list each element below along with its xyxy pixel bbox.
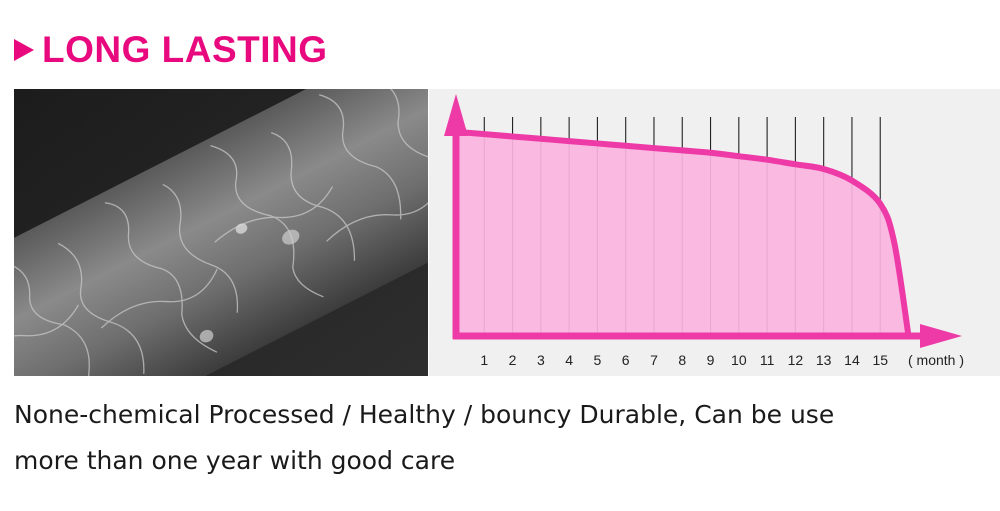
- x-tick-label: 1: [480, 352, 488, 368]
- x-tick-label: 3: [537, 352, 545, 368]
- description: None-chemical Processed / Healthy / boun…: [14, 392, 984, 484]
- description-line-2: more than one year with good care: [14, 446, 456, 475]
- x-axis-arrow: [920, 324, 962, 348]
- section-header: LONG LASTING: [14, 26, 328, 74]
- hair-strand-image: [14, 89, 428, 376]
- play-triangle-icon: [14, 39, 34, 61]
- hair-strand-photo: [14, 89, 428, 376]
- x-tick-label: 2: [509, 352, 517, 368]
- description-line-1: None-chemical Processed / Healthy / boun…: [14, 400, 835, 429]
- x-tick-label: 11: [760, 352, 775, 368]
- x-tick-label: 6: [622, 352, 630, 368]
- x-tick-label: 5: [594, 352, 602, 368]
- x-axis-label: ( month ): [908, 352, 964, 368]
- x-tick-label: 12: [788, 352, 804, 368]
- y-axis-arrow: [444, 94, 468, 136]
- x-tick-label: 15: [872, 352, 888, 368]
- x-tick-label: 14: [844, 352, 860, 368]
- x-tick-label: 9: [707, 352, 715, 368]
- x-tick-label: 13: [816, 352, 832, 368]
- durability-chart: 1 2 3 4 5 6 7 8 9 10 11 12 13 14 15 ( month ): [429, 89, 1000, 376]
- x-tick-label: 8: [678, 352, 686, 368]
- durability-area: [456, 131, 909, 336]
- section-title: LONG LASTING: [42, 29, 328, 70]
- x-tick-label: 7: [650, 352, 658, 368]
- x-tick-label: 4: [565, 352, 573, 368]
- durability-chart-svg: 1 2 3 4 5 6 7 8 9 10 11 12 13 14 15 ( month ): [444, 94, 964, 368]
- durability-line: [453, 128, 912, 339]
- x-tick-label: 10: [731, 352, 747, 368]
